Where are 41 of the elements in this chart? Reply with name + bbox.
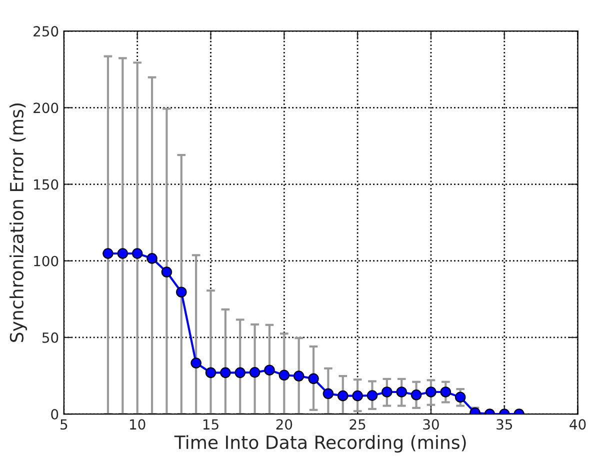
point [278,370,290,381]
point [176,286,187,298]
point [308,373,319,384]
point [322,388,334,400]
x-tick-label: 15 [203,419,218,430]
point [396,386,407,398]
point [293,370,304,382]
point [382,386,392,398]
y-tick-label: 150 [34,179,58,190]
point [205,367,216,378]
y-tick-label: 200 [34,102,58,114]
point [338,390,348,402]
point [220,367,231,378]
y-tick-label: 100 [34,256,58,266]
point [249,366,260,378]
y-axis-title: Synchronization Error (ms) [10,104,28,342]
point [234,367,246,378]
x-tick-label: 25 [350,419,366,430]
point [454,392,466,403]
point [410,390,422,400]
y-tick-label: 250 [34,26,58,37]
point [117,248,128,259]
point [264,364,275,376]
point [190,358,202,368]
y-tick-label: 50 [42,332,58,343]
y-tick-label: 0 [51,409,58,420]
x-tick-label: 10 [130,419,146,430]
x-tick-label: 40 [570,419,586,430]
x-tick-label: 5 [60,419,68,430]
point [161,266,172,278]
point [426,386,436,398]
x-tick-label: 35 [496,419,512,430]
x-axis-title: Time Into Data Recording (mins) [174,435,466,453]
point [132,248,143,259]
x-tick-label: 30 [423,419,439,430]
x-tick-label: 20 [276,419,292,430]
point [352,390,363,402]
point [102,248,114,259]
point [440,386,452,398]
point [146,253,158,264]
point [366,390,378,401]
